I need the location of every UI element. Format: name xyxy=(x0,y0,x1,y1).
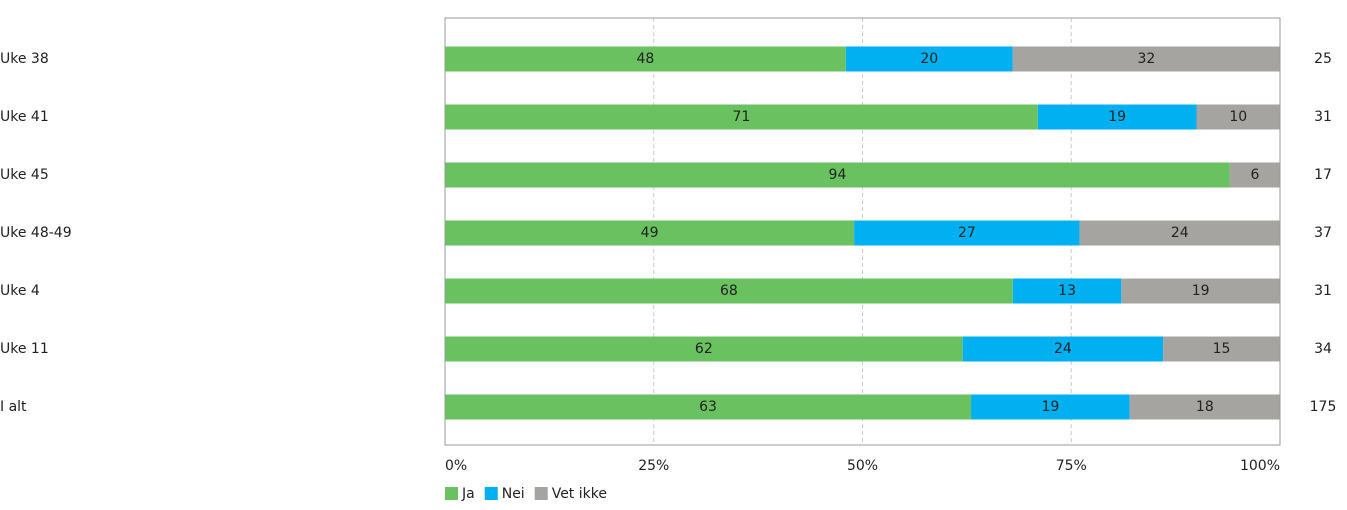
legend-label: Vet ikke xyxy=(552,486,607,502)
bar-segment xyxy=(445,46,846,72)
data-label: 20 xyxy=(920,51,938,67)
data-label: 62 xyxy=(695,341,713,357)
data-label: 32 xyxy=(1137,51,1155,67)
data-label: 71 xyxy=(733,109,751,125)
data-label: 19 xyxy=(1192,283,1210,299)
legend-swatch xyxy=(534,487,548,500)
data-label: 48 xyxy=(636,51,654,67)
bar-segment xyxy=(445,336,963,362)
data-label: 24 xyxy=(1171,225,1189,241)
bar-segment xyxy=(1079,220,1280,246)
legend-label: Nei xyxy=(502,486,525,502)
bar-segment xyxy=(445,278,1013,304)
total-label: 37 xyxy=(1314,225,1332,241)
data-label: 13 xyxy=(1058,283,1076,299)
legend-swatch xyxy=(445,487,458,500)
bar-segment xyxy=(1121,278,1280,304)
bar-segment xyxy=(445,394,972,420)
bar-segment xyxy=(971,394,1130,420)
data-label: 19 xyxy=(1108,109,1126,125)
bar-segment xyxy=(1229,162,1280,188)
data-label: 94 xyxy=(829,167,847,183)
bar-segment xyxy=(1012,46,1280,72)
total-label: 175 xyxy=(1310,399,1337,415)
data-label: 18 xyxy=(1196,399,1214,415)
category-label: Uke 48-49 xyxy=(0,225,72,241)
total-label: 17 xyxy=(1314,167,1332,183)
legend-label: Ja xyxy=(461,486,475,502)
bar-segment xyxy=(1196,104,1280,130)
bar-segment xyxy=(1037,104,1197,130)
data-label: 15 xyxy=(1213,341,1231,357)
bars xyxy=(445,46,1280,420)
category-label: Uke 41 xyxy=(0,109,49,125)
x-tick-label: 25% xyxy=(638,458,669,474)
total-label: 31 xyxy=(1314,109,1332,125)
data-label: 27 xyxy=(958,225,976,241)
data-label: 68 xyxy=(720,283,738,299)
x-tick-label: 50% xyxy=(847,458,878,474)
x-tick-label: 0% xyxy=(445,458,467,474)
category-label: I alt xyxy=(0,399,27,415)
bar-segment xyxy=(845,46,1013,72)
data-label: 19 xyxy=(1041,399,1059,415)
total-label: 34 xyxy=(1314,341,1332,357)
data-label: 24 xyxy=(1054,341,1072,357)
total-label: 31 xyxy=(1314,283,1332,299)
bar-segment xyxy=(1012,278,1122,304)
category-label: Uke 4 xyxy=(0,283,40,299)
bar-segment xyxy=(962,336,1164,362)
data-label: 6 xyxy=(1250,167,1259,183)
bar-segment xyxy=(1163,336,1280,362)
legend-swatch xyxy=(484,487,498,500)
total-label: 25 xyxy=(1314,51,1332,67)
data-label: 63 xyxy=(699,399,717,415)
category-label: Uke 45 xyxy=(0,167,49,183)
category-label: Uke 11 xyxy=(0,341,49,357)
category-label: Uke 38 xyxy=(0,51,49,67)
bar-segment xyxy=(445,104,1038,130)
plot-frame xyxy=(444,17,1281,446)
x-tick-label: 100% xyxy=(1240,458,1280,474)
bar-segment xyxy=(1129,394,1280,420)
labels: 0% 25% 50% 75% 100% Uke 38 25 48 20 32 Uke 41 31 71 1… xyxy=(0,51,1336,502)
data-label: 49 xyxy=(641,225,659,241)
bar-segment xyxy=(854,220,1080,246)
bar-segment xyxy=(445,220,855,246)
data-label: 10 xyxy=(1229,109,1247,125)
bar-segment xyxy=(445,162,1230,188)
x-tick-label: 75% xyxy=(1056,458,1087,474)
